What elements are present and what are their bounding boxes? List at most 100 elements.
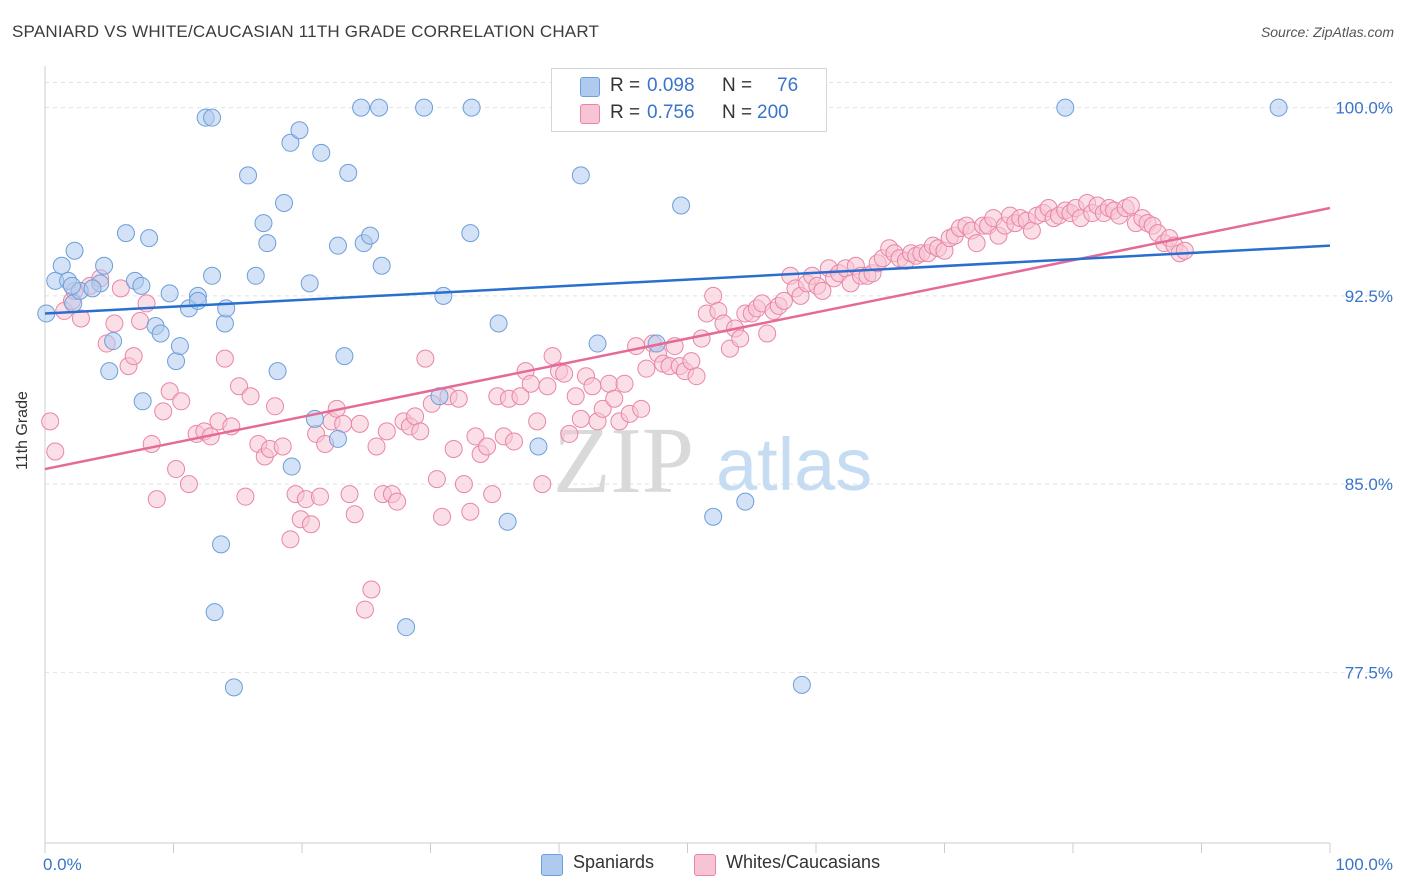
n-value: 76 (777, 75, 799, 96)
data-point (687, 367, 706, 386)
data-point (71, 309, 90, 328)
data-point (632, 399, 651, 418)
r-label: R = (610, 75, 641, 96)
data-point (444, 439, 463, 458)
correlation-legend: R = 0.098 N = 76 R = 0.756 N = 200 (551, 68, 827, 132)
y-tick-label: 92.5% (1345, 287, 1393, 306)
data-point (967, 234, 986, 253)
data-point (239, 166, 258, 185)
data-point (361, 226, 380, 245)
data-point (433, 507, 452, 526)
data-point (1175, 241, 1194, 260)
data-point (427, 470, 446, 489)
data-point (62, 276, 81, 295)
data-point (505, 432, 524, 451)
data-point (167, 460, 186, 479)
x-tick-label: 0.0% (43, 855, 82, 874)
data-point (83, 279, 102, 298)
data-point (104, 332, 123, 351)
data-point (352, 98, 371, 117)
data-point (236, 487, 255, 506)
x-tick-label: 100.0% (1335, 855, 1393, 874)
data-point (258, 234, 277, 253)
legend-label: Spaniards (573, 852, 655, 872)
data-point (758, 324, 777, 343)
data-point (215, 314, 234, 333)
data-point (370, 98, 389, 117)
data-point (131, 311, 150, 330)
data-point (116, 224, 135, 243)
series-legend: Spaniards Whites/Caucasians (0, 852, 1406, 878)
data-point (682, 352, 701, 371)
data-point (52, 256, 71, 275)
data-point (406, 407, 425, 426)
trend-line-spaniards (44, 244, 1331, 315)
legend-row-whites: R = 0.756 N = 200 (552, 101, 826, 127)
legend-swatch-pink (580, 104, 600, 124)
data-point (312, 143, 331, 162)
data-point (215, 349, 234, 368)
data-point (132, 276, 151, 295)
data-point (1022, 221, 1041, 240)
data-point (224, 678, 243, 697)
data-point (154, 402, 173, 421)
data-point (692, 329, 711, 348)
data-point (704, 507, 723, 526)
data-point (172, 392, 191, 411)
legend-swatch-blue (580, 77, 600, 97)
data-point (65, 241, 84, 260)
data-point (615, 374, 634, 393)
data-point (300, 274, 319, 293)
data-point (462, 98, 481, 117)
data-point (560, 424, 579, 443)
data-point (627, 337, 646, 356)
y-tick-label: 77.5% (1345, 663, 1393, 682)
data-point (241, 387, 260, 406)
data-point (147, 490, 166, 509)
data-point (1269, 98, 1288, 117)
r-value: 0.098 (647, 75, 695, 96)
data-point (461, 224, 480, 243)
data-point (268, 362, 287, 381)
axes (44, 66, 1331, 853)
data-point (1056, 98, 1075, 117)
data-point (334, 414, 353, 433)
data-point (566, 387, 585, 406)
y-tick-label: 85.0% (1345, 475, 1393, 494)
r-value: 0.756 (647, 102, 695, 123)
data-point (704, 286, 723, 305)
series-spaniards (37, 98, 1288, 697)
data-point (461, 502, 480, 521)
n-label: N = (722, 75, 753, 96)
data-point (466, 427, 485, 446)
data-point (335, 347, 354, 366)
chart-title: SPANIARD VS WHITE/CAUCASIAN 11TH GRADE C… (12, 22, 600, 41)
data-point (350, 414, 369, 433)
data-point (281, 133, 300, 152)
tick-labels: 77.5% 85.0% 92.5% 100.0% 0.0% 100.0% (43, 99, 1393, 874)
data-point (511, 387, 530, 406)
n-value: 200 (757, 102, 789, 123)
data-point (571, 409, 590, 428)
data-point (203, 108, 222, 127)
data-point (731, 329, 750, 348)
data-point (275, 194, 294, 213)
data-point (355, 600, 374, 619)
legend-label: Whites/Caucasians (726, 852, 881, 872)
data-point (142, 434, 161, 453)
data-point (372, 256, 391, 275)
data-point (498, 512, 517, 531)
data-point (1121, 196, 1140, 215)
r-label: R = (610, 102, 641, 123)
y-axis-label: 11th Grade (14, 391, 31, 470)
data-point (388, 492, 407, 511)
data-point (266, 397, 285, 416)
data-point (571, 166, 590, 185)
data-point (521, 374, 540, 393)
data-point (672, 196, 691, 215)
data-point (301, 515, 320, 534)
data-point (203, 266, 222, 285)
data-point (124, 347, 143, 366)
data-point (246, 266, 265, 285)
